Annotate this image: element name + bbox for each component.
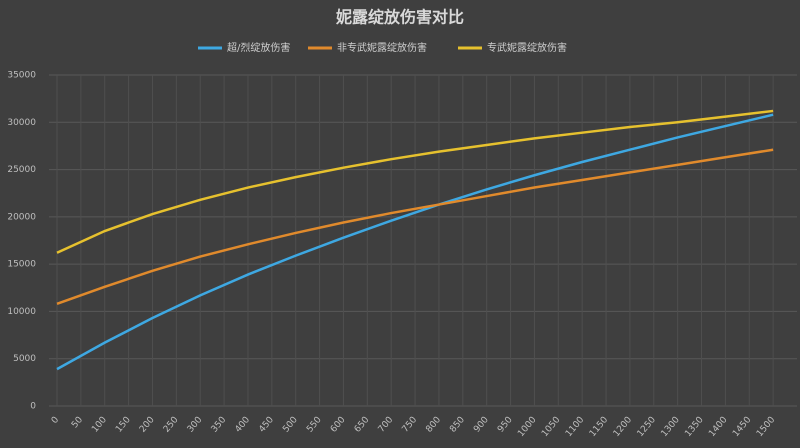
x-tick-label: 950 [496,415,515,435]
y-tick-label: 0 [30,402,36,412]
y-tick-label: 30000 [7,118,36,128]
x-tick-label: 1450 [731,415,754,439]
x-tick-label: 1250 [636,415,659,439]
x-tick-label: 1500 [755,415,778,439]
x-tick-label: 250 [162,415,181,435]
line [56,148,774,306]
x-tick-label: 600 [329,415,348,435]
line [56,109,774,254]
legend-label: 非专武妮露绽放伤害 [337,41,427,54]
x-tick-label: 700 [377,415,396,435]
x-tick-label: 850 [448,415,467,435]
x-tick-label: 1400 [707,415,730,439]
y-tick-label: 5000 [13,354,36,364]
chart-title: 妮露绽放伤害对比 [335,8,464,27]
x-tick-label: 400 [233,415,252,435]
y-tick-label: 15000 [7,260,36,270]
x-tick-label: 1300 [659,415,682,439]
line [56,113,774,371]
x-tick-label: 750 [401,415,420,435]
x-tick-label: 1050 [540,415,563,439]
y-tick-label: 20000 [7,212,36,222]
y-tick-label: 10000 [7,307,36,317]
y-tick-label: 35000 [7,71,36,81]
x-tick-label: 450 [257,415,276,435]
x-tick-label: 800 [424,415,443,435]
x-tick-label: 200 [138,415,157,435]
x-tick-label: 100 [90,415,109,435]
x-tick-label: 500 [281,415,300,435]
x-tick-label: 1150 [588,415,611,439]
x-tick-label: 1000 [516,415,539,439]
x-tick-label: 1350 [683,415,706,439]
x-tick-label: 1200 [612,415,635,439]
x-tick-label: 0 [50,415,62,426]
y-tick-label: 25000 [7,165,36,175]
x-tick-label: 350 [210,415,229,435]
x-tick-label: 650 [353,415,372,435]
x-tick-label: 300 [186,415,205,435]
x-tick-label: 550 [305,415,324,435]
x-tick-label: 900 [472,415,491,435]
x-tick-label: 150 [114,415,133,435]
legend-label: 超/烈绽放伤害 [227,41,290,54]
x-tick-label: 1100 [564,415,587,439]
legend-label: 专武妮露绽放伤害 [487,41,567,54]
x-tick-label: 50 [70,415,85,430]
